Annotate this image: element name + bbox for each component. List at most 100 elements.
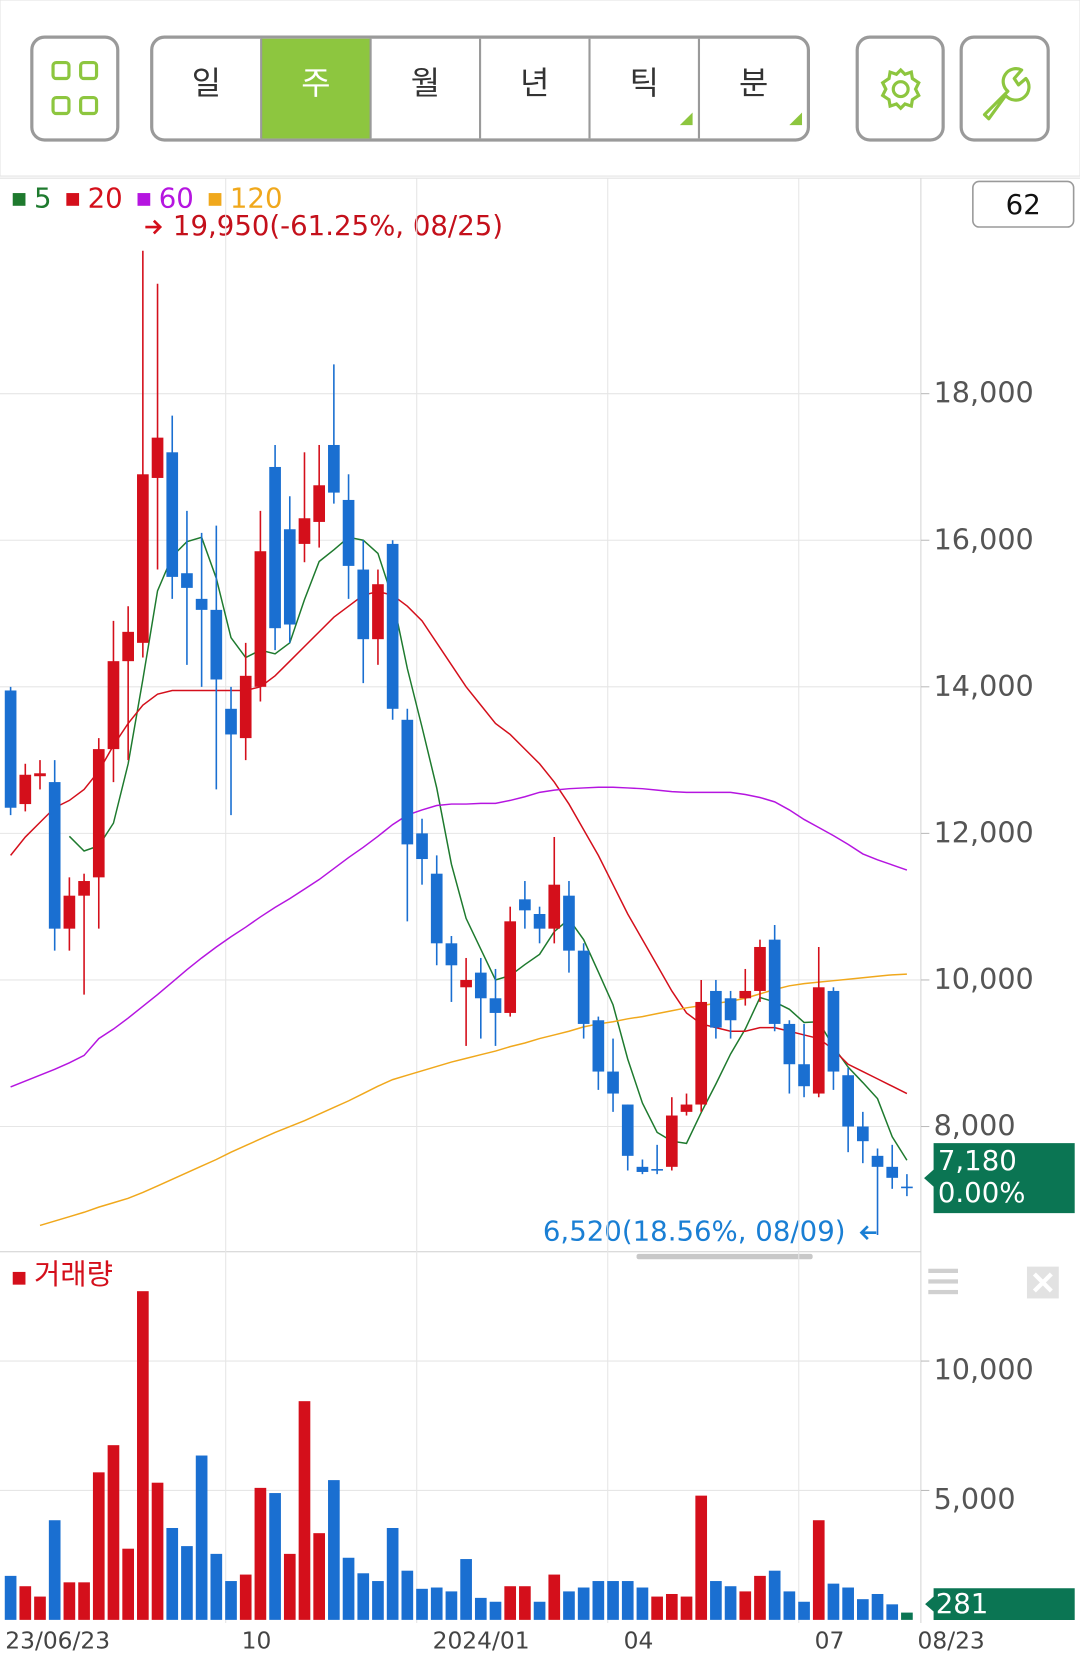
volume-bar [489, 1601, 502, 1620]
ma-line [39, 973, 907, 1227]
y-tick-label: 10,000 [934, 962, 1034, 996]
candle-body [886, 1166, 899, 1178]
candle-body [665, 1115, 678, 1167]
x-tick-label: 10 [242, 1627, 272, 1655]
scrollbar[interactable] [636, 1253, 813, 1260]
volume-bar [225, 1581, 237, 1620]
volume-bar [357, 1573, 370, 1620]
volume-bar [548, 1574, 561, 1620]
candle-body [724, 998, 737, 1021]
candle-body [166, 452, 179, 577]
y-tick-label: 5,000 [934, 1482, 1016, 1516]
candle-body [871, 1155, 884, 1167]
period-label: 틱 [630, 64, 659, 102]
candle-body [739, 990, 752, 999]
candle-body [607, 1071, 619, 1094]
period-label: 월 [411, 64, 440, 102]
volume-bar [754, 1575, 766, 1620]
candle-body [328, 444, 340, 493]
volume-bar [460, 1559, 472, 1620]
volume-bar [430, 1587, 443, 1620]
volume-bar [210, 1553, 223, 1620]
volume-bar [636, 1587, 649, 1620]
legend-label: 120 [230, 181, 283, 214]
candle-body [768, 939, 781, 1024]
candle-body [460, 979, 472, 988]
legend-label: 60 [159, 181, 194, 214]
candle-body [401, 719, 414, 845]
candle-body [798, 1064, 810, 1087]
volume-bar [269, 1493, 281, 1620]
high-arrow [145, 219, 163, 235]
candle-body [533, 913, 546, 929]
period-label: 분 [739, 64, 768, 102]
ma-line [10, 590, 908, 1095]
settings-button[interactable] [855, 35, 945, 142]
candle-body [34, 773, 46, 777]
period-label: 년 [520, 64, 549, 102]
volume-pane: 거래량 5,000 10,000 281 [0, 1257, 1075, 1620]
low-note: 6,520(18.56%, 08/09) [543, 1215, 846, 1248]
menu-button[interactable] [30, 35, 120, 142]
candle-body [474, 972, 487, 999]
candle-body [651, 1169, 663, 1171]
candle-body [754, 946, 766, 991]
legend-label: 5 [34, 181, 52, 214]
volume-bar [680, 1596, 693, 1620]
volume-bar [401, 1570, 414, 1620]
volume-bar [34, 1596, 46, 1620]
volume-bar [283, 1553, 296, 1620]
count-box[interactable] [972, 180, 1075, 228]
x-tick-label: 23/06/23 [5, 1627, 110, 1655]
volume-bar [651, 1596, 663, 1620]
candle-body [210, 609, 223, 680]
candle-body [842, 1075, 854, 1127]
candle-body [548, 884, 561, 929]
volume-bar [783, 1591, 796, 1620]
volume-bar [195, 1455, 208, 1620]
candle-body [195, 598, 208, 610]
low-arrow [859, 1225, 877, 1240]
volume-bar [416, 1588, 428, 1620]
wrench-icon [982, 67, 1031, 121]
volume-bar [856, 1599, 869, 1620]
volume-bar [768, 1570, 781, 1620]
volume-bar [607, 1581, 619, 1620]
x-tick-label: 07 [815, 1627, 845, 1655]
x-tick-label: 08/23 [918, 1627, 985, 1655]
count-label: 62 [1006, 188, 1041, 221]
candle-body [563, 895, 575, 951]
list-icon[interactable] [928, 1268, 958, 1295]
ma-line [10, 786, 908, 1088]
volume-bar [386, 1527, 399, 1620]
last-volume-box [925, 1588, 1075, 1621]
period-label: 일 [192, 64, 221, 102]
candle-body [430, 873, 443, 944]
volume-bar [798, 1601, 810, 1620]
candle-body [812, 987, 825, 1094]
candle-body [298, 518, 311, 544]
legend-swatch [137, 193, 151, 206]
candle-body [78, 881, 90, 896]
volume-bar [298, 1401, 311, 1620]
volume-bar [48, 1520, 61, 1620]
last-volume-label: 281 [936, 1587, 989, 1620]
volume-bar [563, 1591, 575, 1620]
volume-bar [533, 1601, 546, 1620]
candle-body [225, 708, 237, 735]
volume-legend-swatch [12, 1271, 26, 1285]
candle-body [621, 1104, 634, 1156]
candle-body [489, 998, 502, 1013]
volume-bar [166, 1527, 179, 1620]
volume-bar [78, 1582, 90, 1620]
y-tick-label: 18,000 [934, 376, 1034, 410]
volume-bar [710, 1581, 722, 1620]
volume-bar [519, 1586, 531, 1620]
volume-bar [254, 1487, 267, 1620]
candle-body [254, 551, 267, 687]
volume-bar [92, 1472, 105, 1620]
candle-body [386, 543, 399, 709]
volume-bar [181, 1546, 193, 1620]
